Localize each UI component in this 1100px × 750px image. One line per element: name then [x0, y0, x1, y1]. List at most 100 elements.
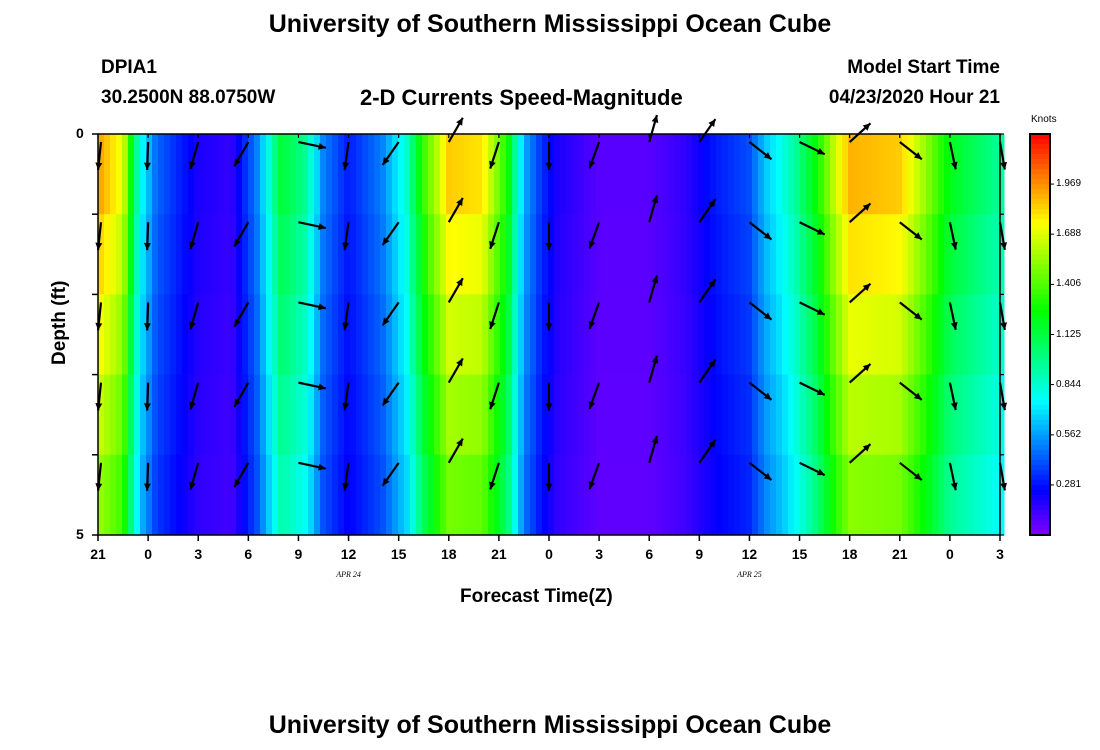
heat-cell: [296, 214, 303, 295]
current-arrow-head: [489, 401, 496, 410]
current-arrow-head: [914, 232, 922, 240]
current-arrow-head: [914, 472, 922, 481]
heat-cell: [854, 134, 861, 215]
heat-cell: [866, 214, 873, 295]
heat-cell: [230, 374, 237, 456]
colorbar-step: [1030, 274, 1050, 280]
heat-cell: [884, 294, 891, 376]
current-arrow-head: [914, 392, 922, 400]
heat-cell: [950, 374, 957, 456]
heat-cell: [596, 454, 603, 536]
heat-cell: [500, 294, 507, 376]
heat-cell: [992, 214, 999, 295]
heat-cell: [272, 374, 279, 456]
heat-cell: [212, 294, 219, 376]
heat-cell: [104, 214, 111, 295]
heat-cell: [116, 374, 123, 456]
heat-cell: [590, 374, 597, 456]
heat-cell: [926, 374, 933, 456]
heat-cell: [974, 454, 981, 536]
heat-cell: [872, 134, 879, 215]
current-arrow-head: [1000, 161, 1008, 170]
heat-cell: [248, 294, 255, 376]
heat-cell: [128, 134, 135, 215]
heat-cell: [608, 454, 615, 536]
heat-cell: [962, 134, 969, 215]
heat-cell: [956, 454, 963, 536]
heat-cell: [332, 374, 339, 456]
heat-cell: [290, 454, 297, 536]
colorbar-step: [1030, 144, 1050, 150]
heat-cell: [710, 374, 717, 456]
heat-cell: [776, 294, 783, 376]
heat-cell: [746, 454, 753, 536]
heat-cell: [434, 214, 441, 295]
heat-cell: [416, 134, 423, 215]
current-arrow-head: [189, 481, 196, 490]
heat-cell: [590, 214, 597, 295]
current-arrow-head: [234, 158, 241, 167]
heat-cell: [890, 294, 897, 376]
current-arrow-head: [763, 392, 772, 400]
heat-cell: [692, 214, 699, 295]
heat-cell: [764, 294, 771, 376]
colorbar-step: [1030, 324, 1050, 331]
heat-cell: [842, 214, 849, 295]
heat-cell: [398, 374, 405, 456]
heat-cell: [122, 134, 129, 215]
current-arrow-head: [914, 312, 922, 320]
heat-cell: [704, 214, 711, 295]
heat-cell: [266, 454, 273, 536]
heat-cell: [422, 294, 429, 376]
colorbar-step: [1030, 374, 1050, 381]
current-arrow-head: [651, 195, 659, 204]
heat-cell: [692, 454, 699, 536]
heat-cell: [410, 374, 417, 456]
heat-cell: [632, 454, 639, 536]
heat-cell: [854, 454, 861, 536]
heat-cell: [506, 294, 513, 376]
heat-cell: [374, 454, 381, 536]
heat-cell: [584, 374, 591, 456]
colorbar-step: [1030, 489, 1050, 496]
heat-cell: [770, 214, 777, 295]
heat-cell: [884, 454, 891, 536]
heat-cell: [914, 294, 921, 376]
heat-cell: [158, 294, 165, 376]
heat-cell: [392, 374, 399, 456]
colorbar-tick-label: 0.281: [1056, 478, 1082, 490]
current-arrow-head: [588, 160, 596, 169]
colorbar-step: [1030, 519, 1050, 526]
heat-cell: [320, 214, 327, 295]
heat-cell: [308, 294, 315, 376]
colorbar-step: [1030, 449, 1050, 456]
heat-cell: [662, 134, 669, 215]
heat-cell: [614, 214, 621, 295]
heat-cell: [914, 134, 921, 215]
heat-cell: [152, 454, 159, 536]
heat-cell: [518, 374, 525, 456]
heat-cell: [752, 134, 759, 215]
heat-cell: [734, 454, 741, 536]
heat-cell: [830, 294, 837, 376]
heat-cell: [422, 374, 429, 456]
heat-cell: [236, 454, 243, 536]
heat-cell: [758, 294, 765, 376]
heat-cell: [350, 294, 357, 376]
heat-cell: [104, 374, 111, 456]
heat-cell: [746, 294, 753, 376]
heat-cell: [236, 374, 243, 456]
heat-cell: [518, 294, 525, 376]
heat-cell: [566, 374, 573, 456]
heat-cell: [716, 294, 723, 376]
heat-cell: [614, 454, 621, 536]
heat-cell: [464, 294, 471, 376]
heat-cell: [782, 454, 789, 536]
heat-cell: [620, 374, 627, 456]
heat-cell: [110, 454, 117, 536]
heat-cell: [584, 294, 591, 376]
heat-cell: [662, 214, 669, 295]
heat-cell: [122, 454, 129, 536]
heat-cell: [824, 214, 831, 295]
heat-cell: [284, 134, 291, 215]
